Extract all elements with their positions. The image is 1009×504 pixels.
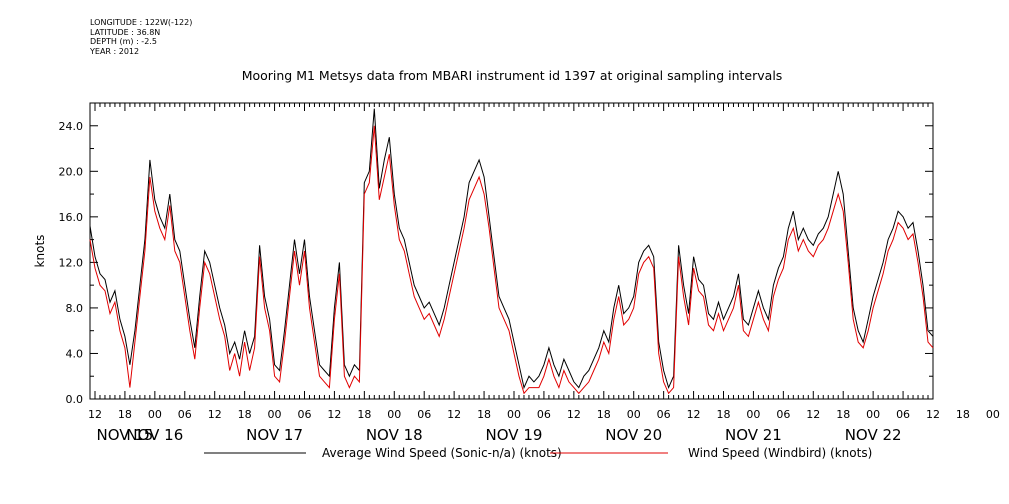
day-label: NOV 18: [366, 426, 423, 444]
x-tick-label: 12: [327, 408, 341, 421]
x-tick-label: 18: [238, 408, 252, 421]
day-label: NOV 17: [246, 426, 303, 444]
x-tick-label: 06: [776, 408, 790, 421]
day-label: NOV 22: [845, 426, 902, 444]
y-tick-label: 8.0: [66, 302, 84, 315]
plot-frame: [89, 102, 934, 400]
metadata-block: LONGITUDE : 122W(-122) LATITUDE : 36.8N …: [90, 18, 192, 56]
x-tick-label: 18: [477, 408, 491, 421]
x-tick-label: 06: [657, 408, 671, 421]
x-tick-label: 06: [537, 408, 551, 421]
year-text: YEAR : 2012: [90, 46, 140, 56]
x-tick-label: 18: [118, 408, 132, 421]
x-tick-label: 18: [357, 408, 371, 421]
x-tick-label: 06: [297, 408, 311, 421]
x-tick-label: 00: [507, 408, 521, 421]
x-tick-label: 06: [417, 408, 431, 421]
x-tick-labels: 12 18 00 06 12 18 00 06 12 18 00 06 12 18 00 06 12 18 00 06…: [88, 408, 1000, 421]
x-tick-label: 18: [956, 408, 970, 421]
chart-title: Mooring M1 Metsys data from MBARI instru…: [242, 68, 783, 83]
x-tick-label: 18: [597, 408, 611, 421]
y-tick-label: 4.0: [66, 347, 84, 360]
x-tick-label: 12: [926, 408, 940, 421]
axis-ticks: [89, 102, 934, 400]
x-tick-label: 06: [178, 408, 192, 421]
x-tick-label: 00: [148, 408, 162, 421]
x-tick-label: 12: [88, 408, 102, 421]
latitude-text: LATITUDE : 36.8N: [90, 27, 161, 37]
x-tick-label: 12: [687, 408, 701, 421]
x-tick-label: 12: [806, 408, 820, 421]
y-tick-label: 16.0: [59, 211, 84, 224]
series-line-average-wind-speed: [89, 108, 934, 390]
x-tick-label: 18: [716, 408, 730, 421]
day-label: NOV 16: [126, 426, 183, 444]
x-tick-label: 06: [896, 408, 910, 421]
day-label: NOV 15: [96, 426, 153, 444]
depth-text: DEPTH (m) : -2.5: [90, 37, 157, 46]
x-tick-label: 00: [387, 408, 401, 421]
day-label: NOV 20: [605, 426, 662, 444]
y-tick-label: 0.0: [66, 393, 84, 406]
y-tick-label: 24.0: [59, 120, 84, 133]
y-tick-label: 12.0: [59, 256, 84, 269]
x-tick-label: 12: [208, 408, 222, 421]
x-tick-label: 00: [746, 408, 760, 421]
longitude-text: LONGITUDE : 122W(-122): [90, 18, 193, 27]
x-tick-label: 12: [447, 408, 461, 421]
legend: Average Wind Speed (Sonic-n/a) (knots) Wi…: [204, 446, 872, 460]
day-label: NOV 21: [725, 426, 782, 444]
x-tick-label: 18: [836, 408, 850, 421]
day-label: NOV 19: [486, 426, 543, 444]
x-tick-label: 00: [627, 408, 641, 421]
y-tick-label: 20.0: [59, 165, 84, 178]
y-axis-label: knots: [33, 235, 47, 268]
y-tick-labels: 0.0 4.0 8.0 12.0 16.0 20.0 24.0: [59, 120, 84, 406]
series-lines: [89, 108, 934, 395]
x-tick-label: 00: [986, 408, 1000, 421]
legend-label-windbird: Wind Speed (Windbird) (knots): [688, 446, 872, 460]
series-line-windbird-wind-speed: [89, 125, 934, 395]
x-tick-label: 12: [567, 408, 581, 421]
x-tick-label: 00: [866, 408, 880, 421]
x-tick-label: 00: [268, 408, 282, 421]
legend-label-average: Average Wind Speed (Sonic-n/a) (knots): [322, 446, 562, 460]
